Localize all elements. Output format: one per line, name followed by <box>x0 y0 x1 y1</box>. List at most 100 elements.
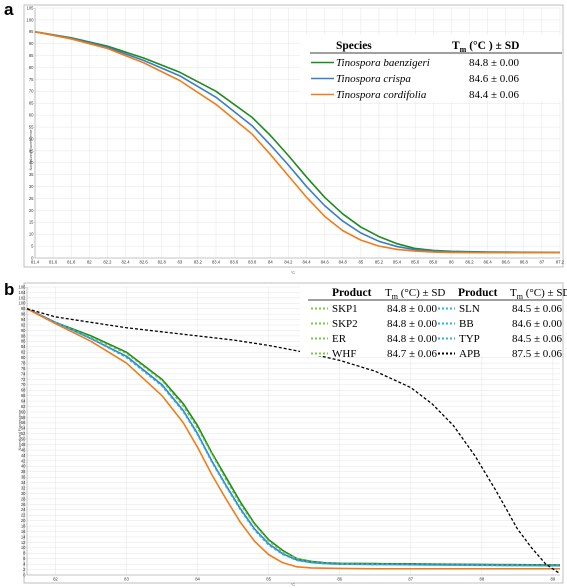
b-y-tick-label: 84 <box>21 344 26 349</box>
a-y-tick-label: 10 <box>29 232 34 237</box>
b-y-tick-label: 28 <box>21 496 26 501</box>
panel-b-legend-name: APB <box>459 348 480 360</box>
a-y-tick-label: 95 <box>29 29 34 34</box>
a-y-tick-label: 35 <box>29 172 34 177</box>
b-y-tick-label: 104 <box>19 290 27 295</box>
b-y-tick-label: 30 <box>21 491 26 496</box>
panel-a-legend-header-tm-main: T <box>452 40 460 52</box>
panel-b-legend-tm: 84.7 ± 0.06 <box>387 348 438 360</box>
panel-a-legend-tm: 84.4 ± 0.06 <box>469 89 520 101</box>
b-y-tick-label: 0 <box>23 572 26 577</box>
panel-b-chart: 0246810121416182022242628303234363840424… <box>18 282 567 587</box>
panel-b-legend-header-tm-sub-2: m <box>517 292 524 301</box>
panel-b-legend-name: SKP1 <box>332 303 358 315</box>
a-x-tick-label: 86.8 <box>520 260 529 265</box>
a-x-tick-label: 81.4 <box>31 260 40 265</box>
b-y-tick-label: 72 <box>21 377 26 382</box>
b-y-tick-label: 10 <box>21 545 26 550</box>
b-x-tick-label: 82 <box>53 577 58 582</box>
panel-b-series <box>26 308 561 575</box>
a-x-tick-label: 81.6 <box>49 260 58 265</box>
a-x-tick-label: 82.6 <box>140 260 149 265</box>
a-x-tick-label: 85.8 <box>429 260 438 265</box>
b-y-tick-label: 32 <box>21 485 26 490</box>
b-y-tick-label: 48 <box>21 442 26 447</box>
b-x-tick-label: 85 <box>266 577 271 582</box>
panel-b-label: b <box>4 280 14 299</box>
a-y-tick-label: 0 <box>31 255 34 260</box>
panel-b-legend-name: ER <box>332 333 347 345</box>
a-x-tick-label: 82.8 <box>158 260 167 265</box>
a-x-tick-label: 85.6 <box>411 260 420 265</box>
panel-b-legend-bg <box>300 284 562 356</box>
b-series-line <box>26 308 560 570</box>
b-y-tick-label: 26 <box>21 502 26 507</box>
panel-b-legend-name: SLN <box>459 303 480 315</box>
a-y-tick-label: 15 <box>29 220 34 225</box>
a-y-tick-label: 30 <box>29 184 34 189</box>
b-y-tick-label: 50 <box>21 437 26 442</box>
panel-a-x-axis-label: °C <box>291 271 295 275</box>
b-y-tick-label: 78 <box>21 360 26 365</box>
a-y-tick-label: 5 <box>31 243 34 248</box>
panel-a-x-ticks: 81.4 81.6 81.8 82 82.2 82.4 82.6 82.8 83 83.2 83.4… <box>31 260 565 265</box>
panel-b-legend-tm: 87.5 ± 0.06 <box>512 348 563 360</box>
panel-b-x-ticks: 82 83 84 85 86 87 88 89 <box>53 577 556 582</box>
panel-b-legend-name: WHF <box>332 348 356 360</box>
b-y-tick-label: 14 <box>21 534 26 539</box>
a-y-tick-label: 25 <box>29 196 34 201</box>
panel-a-legend-tm: 84.8 ± 0.00 <box>469 57 520 69</box>
panel-b-legend-tm: 84.5 ± 0.06 <box>512 303 563 315</box>
b-y-tick-label: 52 <box>21 431 26 436</box>
b-y-tick-label: 58 <box>21 415 26 420</box>
panel-b-legend-header-tm-rest-2: (°C) ± SD <box>523 287 567 299</box>
b-y-tick-label: 68 <box>21 388 26 393</box>
panel-b-legend-header-tm-sub-1: m <box>392 292 399 301</box>
b-y-tick-label: 92 <box>21 322 26 327</box>
b-y-tick-label: 44 <box>21 453 26 458</box>
a-y-tick-label: 60 <box>29 113 34 118</box>
a-y-tick-label: 40 <box>29 160 34 165</box>
b-y-tick-label: 70 <box>21 382 26 387</box>
a-x-tick-label: 84.4 <box>302 260 311 265</box>
b-y-tick-label: 76 <box>21 366 26 371</box>
panel-b-legend-header-tm-main-1: T <box>385 287 392 299</box>
a-x-tick-label: 83.6 <box>230 260 239 265</box>
panel-a-legend-header-tm-rest: (°C ) ± SD <box>466 40 519 52</box>
a-x-tick-label: 83 <box>177 260 182 265</box>
panel-b-legend-header-tm-1: Tm (°C) ± SD <box>385 287 445 301</box>
b-x-tick-label: 88 <box>479 577 484 582</box>
b-y-tick-label: 46 <box>21 447 26 452</box>
b-x-tick-label: 86 <box>337 577 342 582</box>
a-x-tick-label: 82.2 <box>103 260 112 265</box>
a-y-tick-label: 70 <box>29 89 34 94</box>
panel-b-legend-header-tm-2: Tm (°C) ± SD <box>510 287 567 301</box>
a-y-tick-label: 65 <box>29 101 34 106</box>
panel-a-legend-header-species: Species <box>336 40 372 52</box>
panel-b-y-axis-label: Normalized Fluorescence <box>18 410 22 451</box>
b-y-tick-label: 80 <box>21 355 26 360</box>
a-y-tick-label: 55 <box>29 124 34 129</box>
a-x-tick-label: 83.2 <box>194 260 203 265</box>
b-y-tick-label: 96 <box>21 312 26 317</box>
a-x-tick-label: 82.4 <box>121 260 130 265</box>
b-y-tick-label: 40 <box>21 464 26 469</box>
a-x-tick-label: 86.4 <box>484 260 493 265</box>
panel-a-legend: Species Tm (°C ) ± SD Tinospora baenzige… <box>300 35 562 101</box>
b-y-tick-label: 20 <box>21 518 26 523</box>
b-series-line <box>26 308 561 575</box>
b-y-tick-label: 98 <box>21 306 26 311</box>
b-x-tick-label: 89 <box>551 577 556 582</box>
a-y-tick-label: 80 <box>29 65 34 70</box>
b-y-tick-label: 94 <box>21 317 26 322</box>
b-series-line <box>26 308 561 567</box>
b-y-tick-label: 82 <box>21 350 26 355</box>
b-y-tick-label: 12 <box>21 540 26 545</box>
b-y-tick-label: 88 <box>21 333 26 338</box>
b-x-tick-label: 83 <box>124 577 129 582</box>
b-y-tick-label: 16 <box>21 529 26 534</box>
a-x-tick-label: 84.8 <box>339 260 348 265</box>
b-y-tick-label: 22 <box>21 513 26 518</box>
panel-b-legend-name: BB <box>459 318 474 330</box>
